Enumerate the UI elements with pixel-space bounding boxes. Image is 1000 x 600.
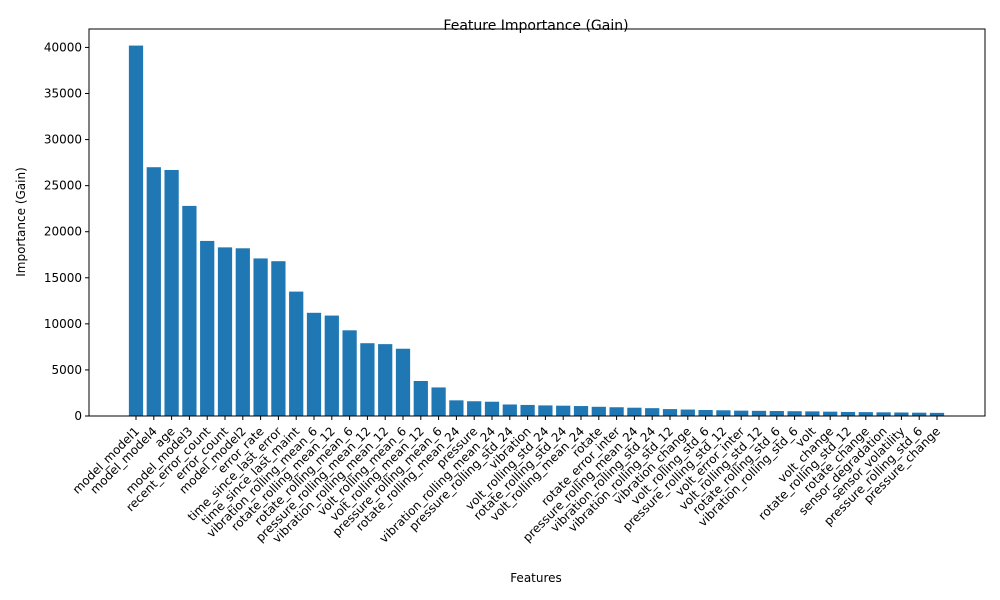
y-tick-label: 20000	[44, 225, 82, 239]
bar-time-since-last-maint	[289, 291, 304, 416]
bar-vibration	[520, 404, 535, 416]
bar-model-model2	[235, 248, 250, 416]
y-tick-label: 10000	[44, 317, 82, 331]
x-axis: model_model1model_model4agemodel_model3r…	[70, 416, 943, 546]
bar-vibration-rolling-std-24	[645, 408, 660, 416]
bar-error-rate	[253, 258, 268, 416]
y-tick-label: 35000	[44, 87, 82, 101]
bar-vibration-rolling-mean-24	[484, 401, 500, 416]
bar-rotate-rolling-mean-12	[324, 315, 339, 416]
y-tick-label: 40000	[44, 40, 82, 54]
bar-vibration-change	[680, 409, 695, 416]
y-tick-label: 15000	[44, 271, 82, 285]
bar-volt-rolling-std-6	[698, 410, 713, 416]
bar-rotate-rolling-std-6	[769, 411, 784, 416]
bar-pressure-rolling-mean-12	[360, 343, 375, 416]
y-tick-label: 0	[74, 409, 82, 423]
bar-recent-error-count	[200, 240, 215, 416]
bar-rotate-rolling-mean-24	[449, 400, 464, 416]
bar-sensor-volatility	[894, 412, 909, 416]
bar-volt-rolling-mean-6	[395, 348, 411, 416]
bar-sensor-degradation	[876, 412, 891, 416]
bar-rotate-rolling-std-12	[840, 411, 856, 416]
bar-pressure-change	[929, 412, 945, 416]
bar-pressure-rolling-mean-24	[627, 407, 642, 416]
bar-pressure-rolling-std-6	[912, 412, 927, 416]
bar-volt-rolling-mean-24	[573, 406, 589, 416]
bars-group	[128, 45, 945, 416]
bar-pressure-rolling-std-24	[502, 404, 517, 416]
bar-rotate-error-inter	[609, 407, 624, 416]
bar-volt-rolling-mean-12	[413, 380, 428, 416]
chart-title: Feature Importance (Gain)	[443, 18, 628, 34]
y-tick-label: 30000	[44, 133, 82, 147]
y-axis: 0 5000 10000 15000 20000 25000 30000 35000 40000	[44, 40, 89, 423]
bar-rotate-rolling-std-24	[556, 405, 571, 416]
bar-vibration-rolling-std-12	[662, 409, 678, 416]
bar-vibration-rolling-std-6	[787, 411, 802, 416]
bar-error-count	[217, 247, 233, 416]
bar-pressure-rolling-std-12	[716, 410, 731, 416]
bar-volt	[805, 411, 820, 416]
bar-rotate-rolling-mean-6	[342, 330, 357, 416]
bar-vibration-rolling-mean-12	[378, 344, 393, 416]
bar-time-since-last-error	[271, 261, 286, 416]
bar-volt-rolling-std-24	[538, 405, 553, 416]
bar-model-model4	[146, 167, 161, 416]
bar-pressure	[467, 401, 482, 416]
y-axis-label: Importance (Gain)	[14, 167, 28, 277]
bar-volt-change	[823, 411, 838, 416]
bar-rotate-change	[858, 412, 873, 416]
bar-model-model3	[182, 205, 197, 416]
bar-vibration-rolling-mean-6	[306, 312, 322, 416]
x-axis-label: Features	[510, 571, 562, 585]
bar-model-model1	[128, 45, 144, 416]
bar-rotate	[591, 406, 606, 416]
bar-pressure-rolling-mean-6	[431, 387, 446, 416]
bar-age	[164, 169, 179, 416]
bar-volt-error-inter	[734, 410, 749, 416]
bar-volt-rolling-std-12	[751, 410, 767, 416]
y-tick-label: 5000	[51, 363, 82, 377]
y-tick-label: 25000	[44, 179, 82, 193]
plot-frame	[88, 28, 986, 417]
